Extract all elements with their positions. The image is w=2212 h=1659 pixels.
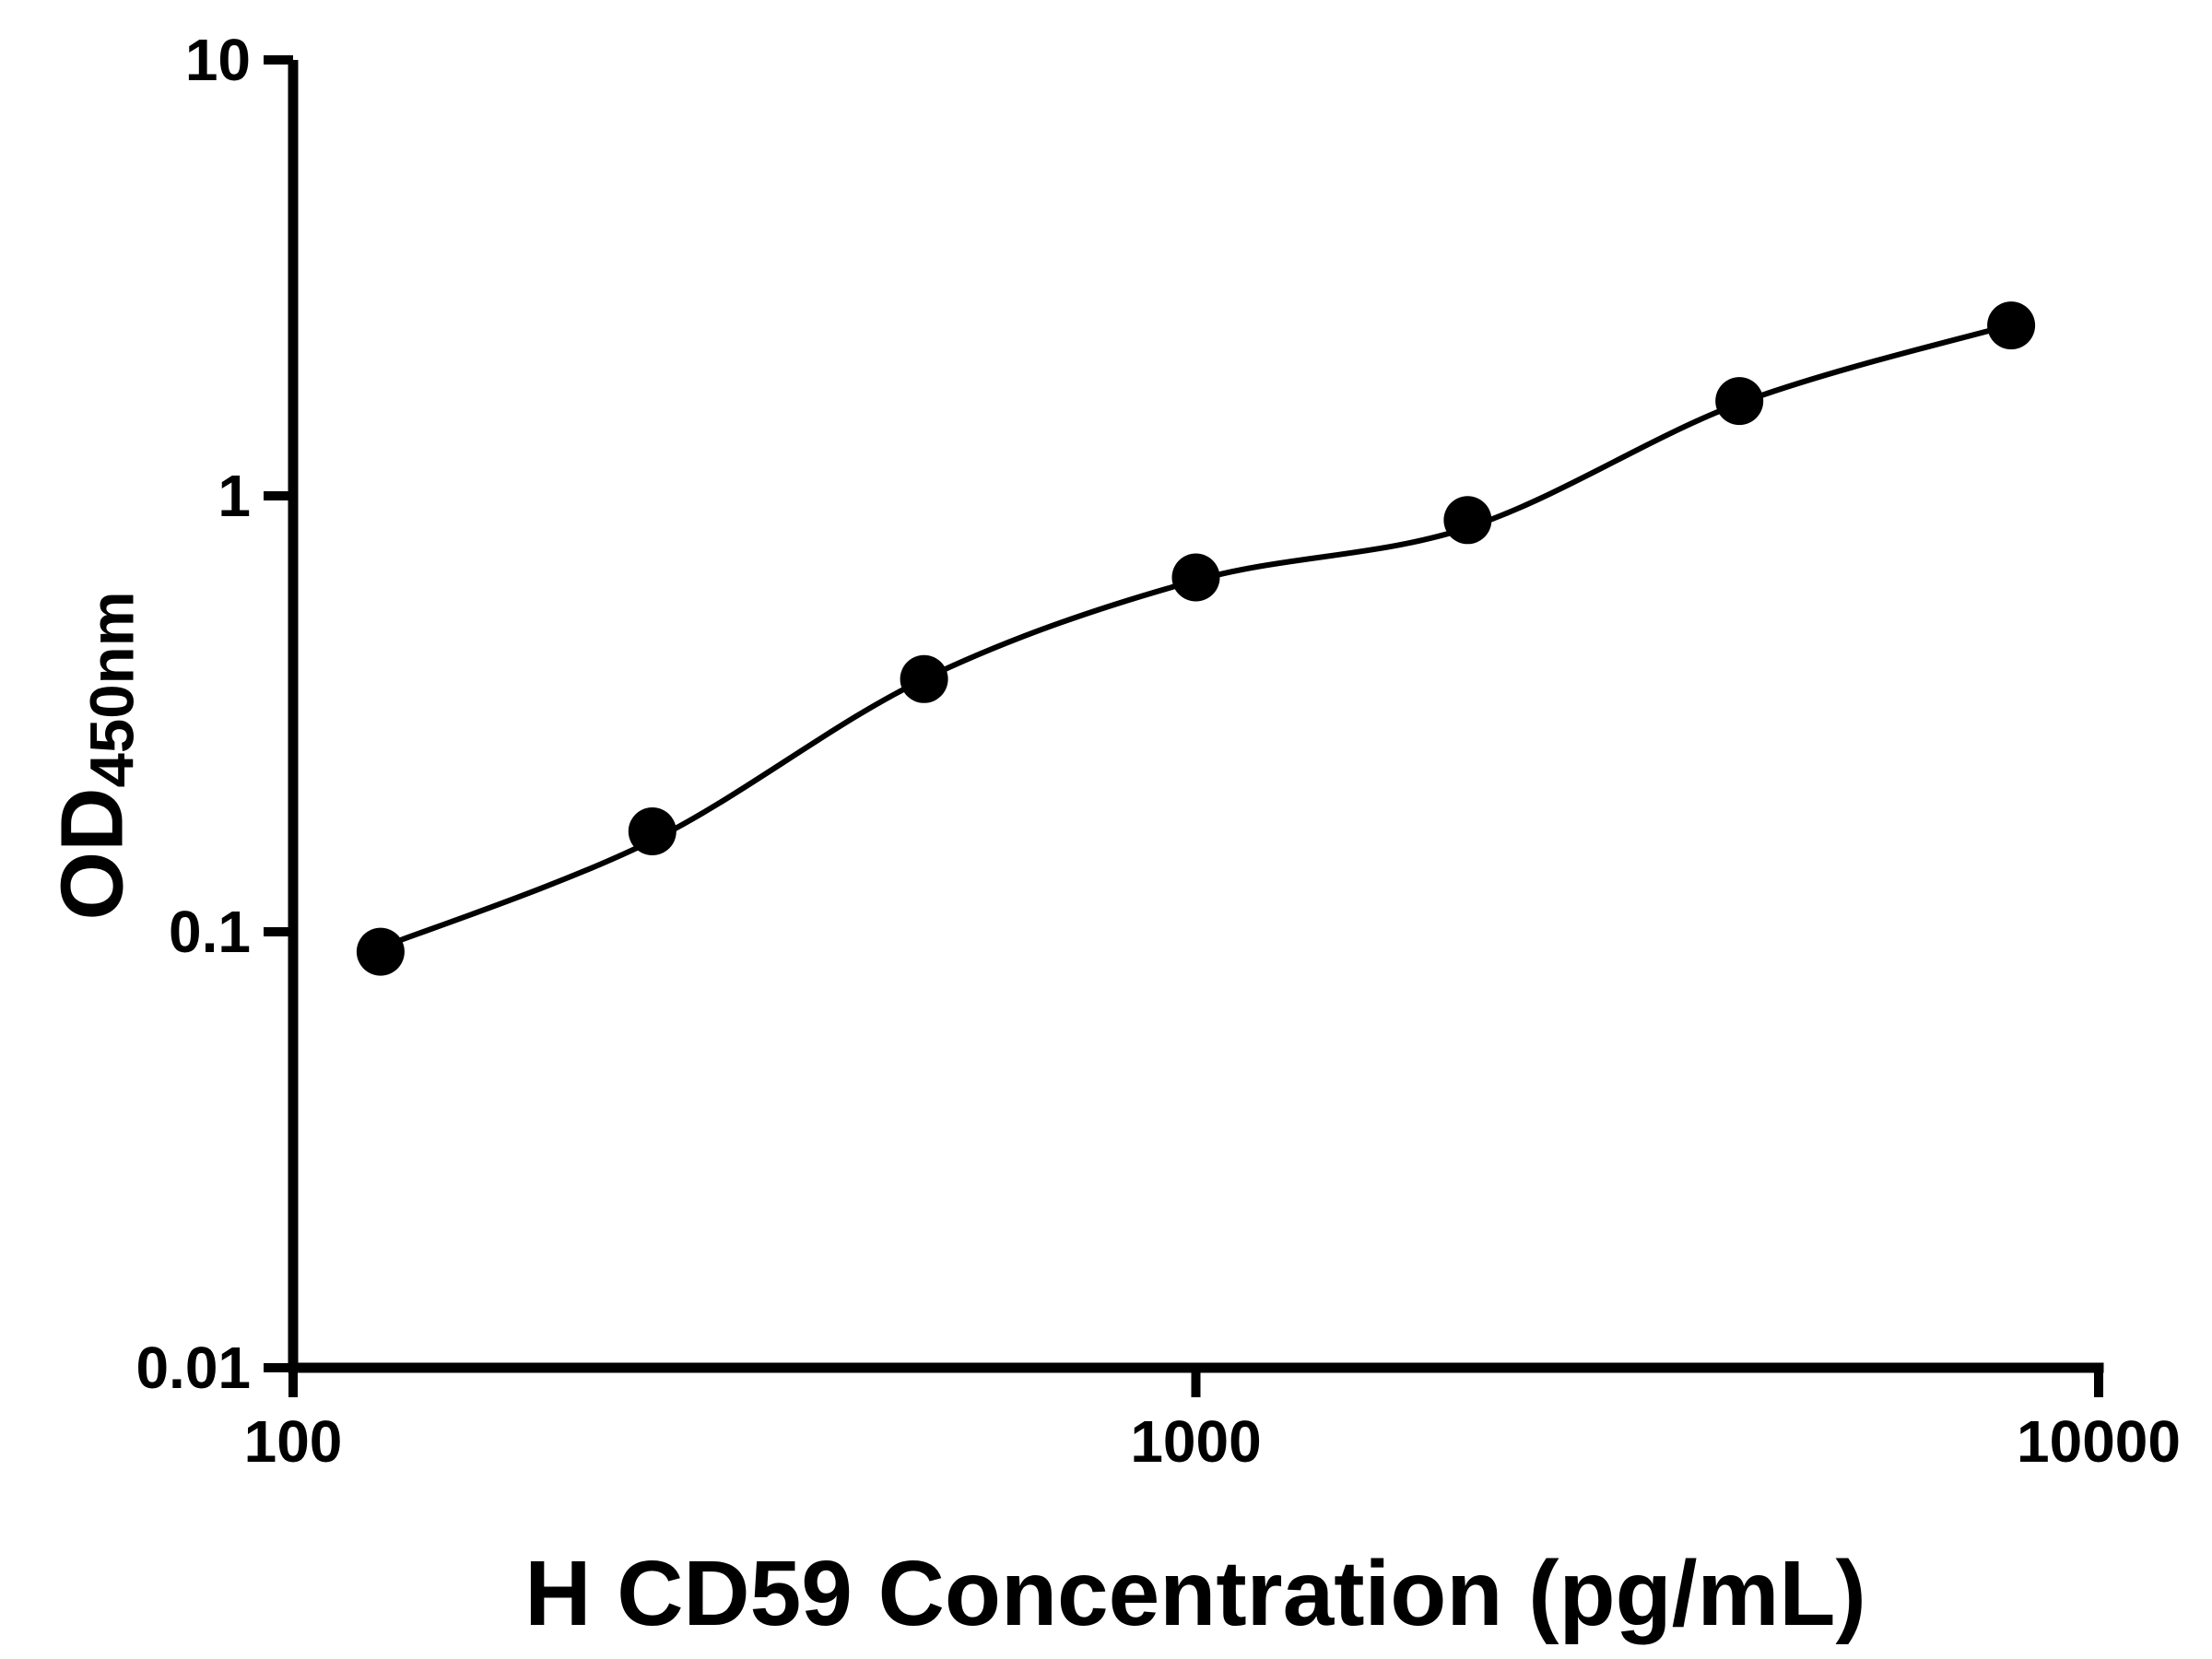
fit-curve-line bbox=[379, 322, 2012, 950]
x-axis-title: H CD59 Concentration (pg/mL) bbox=[524, 1542, 1866, 1645]
x-tick-label: 1000 bbox=[1130, 1408, 1261, 1475]
data-point bbox=[356, 927, 405, 976]
y-axis-title-subscript: 450nm bbox=[77, 591, 147, 788]
y-tick-label: 10 bbox=[185, 27, 251, 93]
y-axis-title-main: OD bbox=[42, 787, 142, 921]
data-point bbox=[1443, 496, 1492, 545]
data-point bbox=[1171, 553, 1220, 602]
y-tick-label: 0.1 bbox=[169, 899, 251, 965]
x-tick-label: 100 bbox=[244, 1408, 343, 1475]
data-point bbox=[1987, 301, 2036, 350]
data-point bbox=[1715, 377, 1764, 426]
y-tick-label: 0.01 bbox=[135, 1335, 251, 1401]
axes-spine bbox=[288, 60, 2104, 1373]
y-axis-title: OD450nm bbox=[41, 592, 147, 921]
data-point bbox=[900, 654, 948, 703]
x-tick-label: 10000 bbox=[2017, 1408, 2181, 1475]
data-point bbox=[628, 807, 677, 855]
y-tick-label: 1 bbox=[218, 463, 251, 529]
